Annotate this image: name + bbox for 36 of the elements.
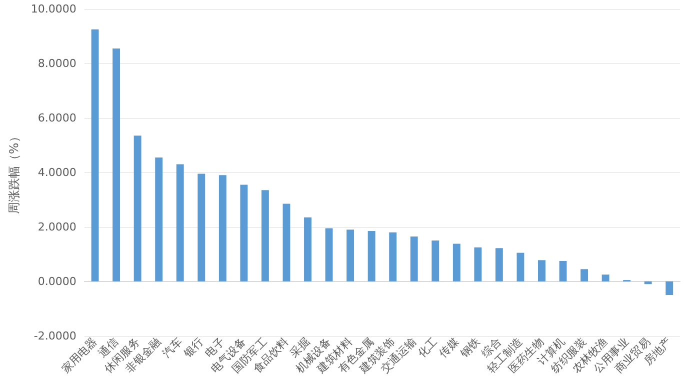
y-tick-label: 4.0000 xyxy=(38,166,76,179)
bar xyxy=(240,184,248,282)
y-tick-label: 8.0000 xyxy=(38,56,76,70)
bar xyxy=(325,228,333,282)
bar xyxy=(389,232,397,282)
bar xyxy=(346,230,354,282)
bar xyxy=(410,236,418,282)
bar xyxy=(474,247,482,282)
bar xyxy=(580,269,588,282)
bar xyxy=(304,217,312,282)
bar xyxy=(134,136,142,282)
y-tick-label: 10.0000 xyxy=(30,2,76,16)
y-tick-label: 0.0000 xyxy=(38,274,76,288)
bar xyxy=(176,164,184,282)
bar xyxy=(155,157,163,282)
bar xyxy=(495,248,503,282)
bar xyxy=(559,260,567,282)
bar xyxy=(538,260,546,282)
y-tick-label: 2.0000 xyxy=(38,220,76,234)
bar xyxy=(602,274,610,282)
bar xyxy=(112,48,120,282)
x-tick-label: 银行 xyxy=(180,335,206,361)
bar xyxy=(91,29,99,282)
y-axis-title: 周涨跌幅（%） xyxy=(7,130,21,214)
y-tick-label: 6.0000 xyxy=(38,111,76,124)
bar xyxy=(368,231,376,282)
bar xyxy=(198,174,206,282)
bar xyxy=(516,252,524,282)
bar xyxy=(218,175,226,282)
bar xyxy=(282,204,290,282)
bar xyxy=(432,240,440,282)
y-tick-label: -2.0000 xyxy=(34,329,76,342)
bar xyxy=(261,190,269,282)
bar xyxy=(666,281,674,296)
bar xyxy=(644,281,652,284)
bar xyxy=(452,244,460,282)
